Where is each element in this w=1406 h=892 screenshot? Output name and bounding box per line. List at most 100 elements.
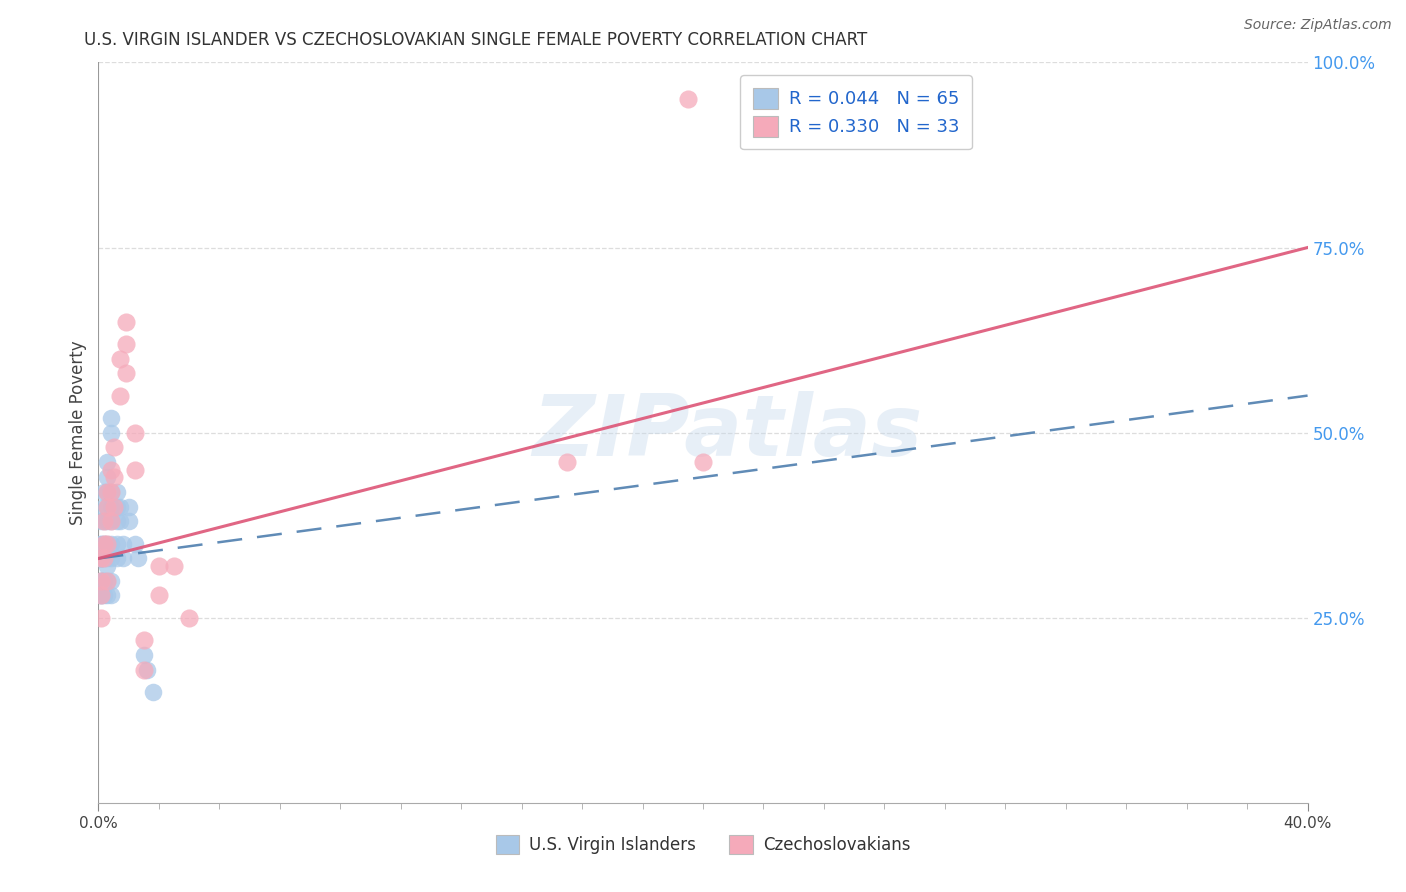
Point xyxy=(100,574,122,588)
Point xyxy=(692,455,714,469)
Point xyxy=(96,536,118,550)
Point xyxy=(103,500,125,514)
Point xyxy=(90,551,112,566)
Point xyxy=(111,536,134,550)
Point xyxy=(103,470,125,484)
Point xyxy=(93,536,115,550)
Point xyxy=(93,484,115,499)
Point xyxy=(90,574,112,588)
Point xyxy=(100,425,122,440)
Point xyxy=(142,685,165,699)
Point xyxy=(111,551,134,566)
Point xyxy=(90,551,112,566)
Point xyxy=(124,425,146,440)
Point xyxy=(108,388,131,402)
Point xyxy=(105,536,128,550)
Point xyxy=(108,500,131,514)
Legend: U.S. Virgin Islanders, Czechoslovakians: U.S. Virgin Islanders, Czechoslovakians xyxy=(489,829,917,861)
Point xyxy=(132,632,155,647)
Point xyxy=(93,574,115,588)
Y-axis label: Single Female Poverty: Single Female Poverty xyxy=(69,341,87,524)
Text: U.S. VIRGIN ISLANDER VS CZECHOSLOVAKIAN SINGLE FEMALE POVERTY CORRELATION CHART: U.S. VIRGIN ISLANDER VS CZECHOSLOVAKIAN … xyxy=(84,31,868,49)
Point xyxy=(179,610,201,624)
Point xyxy=(100,462,122,476)
Point xyxy=(90,551,112,566)
Point xyxy=(105,500,128,514)
Point xyxy=(100,536,122,550)
Point xyxy=(90,551,112,566)
Point xyxy=(90,589,112,603)
Point xyxy=(93,515,115,529)
Point xyxy=(93,551,115,566)
Point xyxy=(105,484,128,499)
Point xyxy=(124,462,146,476)
Point xyxy=(108,515,131,529)
Text: Source: ZipAtlas.com: Source: ZipAtlas.com xyxy=(1244,18,1392,32)
Point xyxy=(148,558,170,573)
Point xyxy=(90,589,112,603)
Point xyxy=(96,558,118,573)
Point xyxy=(114,314,136,328)
Point xyxy=(90,574,112,588)
Point xyxy=(96,500,118,514)
Point xyxy=(90,589,112,603)
Point xyxy=(100,589,122,603)
Point xyxy=(118,515,141,529)
Point xyxy=(96,484,118,499)
Point xyxy=(90,551,112,566)
Point xyxy=(96,500,118,514)
Point xyxy=(93,515,115,529)
Point xyxy=(100,484,122,499)
Point xyxy=(100,500,122,514)
Point xyxy=(96,515,118,529)
Point xyxy=(124,536,146,550)
Point xyxy=(96,574,118,588)
Point xyxy=(127,551,149,566)
Point xyxy=(96,484,118,499)
Point xyxy=(93,500,115,514)
Point xyxy=(108,351,131,366)
Point xyxy=(93,536,115,550)
Point xyxy=(96,470,118,484)
Point xyxy=(90,551,112,566)
Point xyxy=(90,610,112,624)
Point xyxy=(105,515,128,529)
Point xyxy=(114,336,136,351)
Point xyxy=(100,515,122,529)
Point xyxy=(90,551,112,566)
Point xyxy=(555,455,578,469)
Point xyxy=(90,551,112,566)
Point xyxy=(90,536,112,550)
Point xyxy=(132,663,155,677)
Point xyxy=(96,455,118,469)
Point xyxy=(148,589,170,603)
Point xyxy=(118,500,141,514)
Point xyxy=(100,410,122,425)
Point xyxy=(96,589,118,603)
Point xyxy=(90,551,112,566)
Point xyxy=(93,551,115,566)
Point xyxy=(93,551,115,566)
Point xyxy=(96,574,118,588)
Point xyxy=(100,515,122,529)
Point xyxy=(96,536,118,550)
Text: ZIPatlas: ZIPatlas xyxy=(531,391,922,475)
Point xyxy=(96,551,118,566)
Point xyxy=(105,551,128,566)
Point xyxy=(90,551,112,566)
Point xyxy=(90,574,112,588)
Point xyxy=(135,663,157,677)
Point xyxy=(163,558,186,573)
Point xyxy=(93,536,115,550)
Point xyxy=(90,536,112,550)
Point xyxy=(93,574,115,588)
Point xyxy=(93,589,115,603)
Point xyxy=(90,574,112,588)
Point xyxy=(676,92,699,106)
Point xyxy=(114,367,136,381)
Point xyxy=(132,648,155,662)
Point xyxy=(100,551,122,566)
Point xyxy=(90,551,112,566)
Point xyxy=(90,515,112,529)
Point xyxy=(103,441,125,455)
